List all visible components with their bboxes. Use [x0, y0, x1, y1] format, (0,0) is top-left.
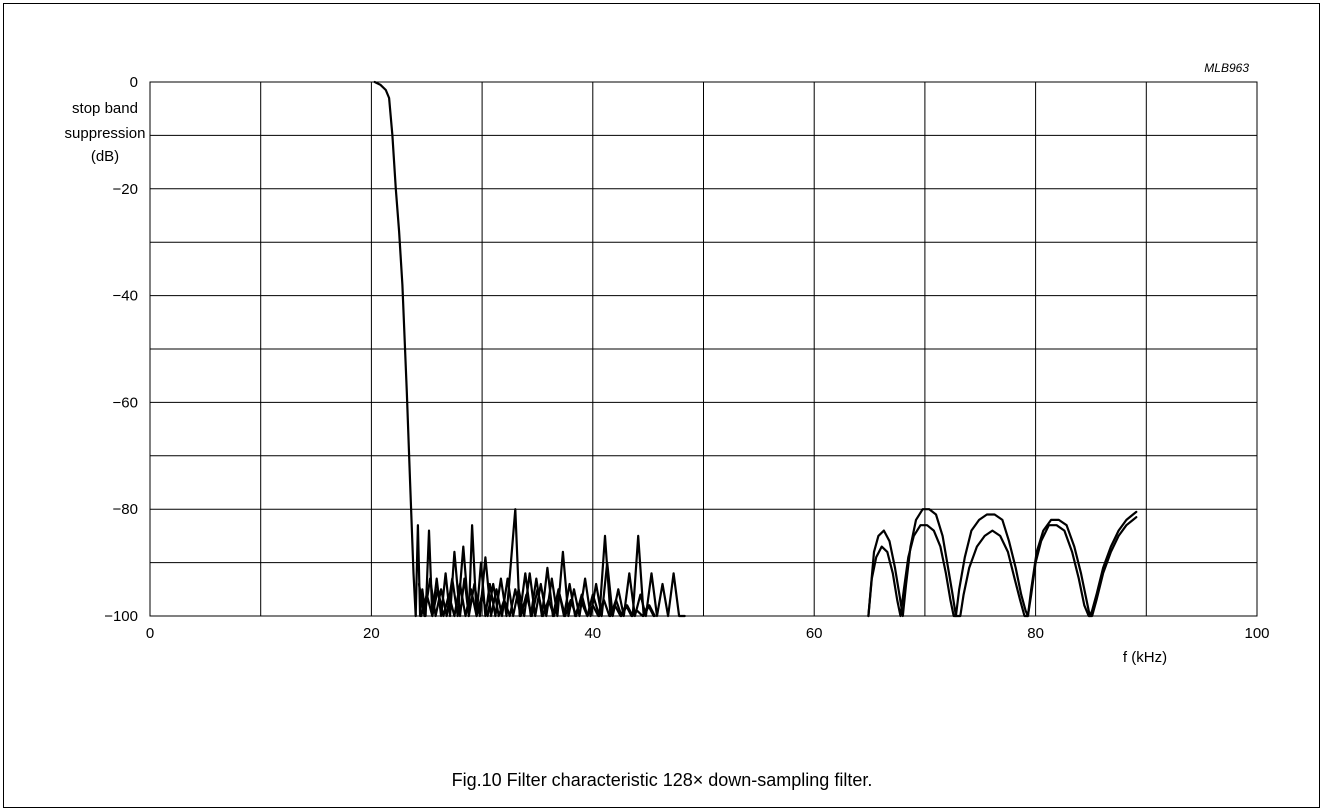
data-series: [373, 80, 1138, 618]
y-tick-label: −60: [113, 394, 138, 411]
figure-ref-code: MLB963: [1204, 61, 1249, 75]
y-axis-label-line-2: suppression: [65, 125, 146, 142]
x-tick-label: 0: [146, 625, 154, 642]
y-axis-label-line-3: (dB): [91, 148, 119, 165]
y-tick-label: −20: [113, 181, 138, 198]
x-tick-labels: 0 20 40 60 80 100: [146, 625, 1270, 642]
figure-frame: [3, 3, 1320, 808]
y-tick-label: −80: [113, 501, 138, 518]
chart-grid: [150, 82, 1257, 616]
y-tick-label: −100: [104, 608, 138, 625]
y-tick-labels: 0 −20 −40 −60 −80 −100: [104, 74, 138, 625]
figure-caption: Fig.10 Filter characteristic 128× down-s…: [451, 770, 873, 790]
series-line-1: [373, 80, 417, 618]
plot-area-border: [149, 81, 1258, 617]
y-tick-label: −40: [113, 288, 138, 305]
x-tick-label: 60: [806, 625, 823, 642]
x-tick-label: 80: [1027, 625, 1044, 642]
series-line-3: [417, 545, 686, 618]
x-tick-label: 100: [1244, 625, 1269, 642]
series-line-6: [867, 516, 1138, 618]
x-axis-label: f (kHz): [1123, 649, 1167, 666]
y-axis-label-line-1: stop band: [72, 100, 138, 117]
x-tick-label: 40: [584, 625, 601, 642]
y-tick-label: 0: [130, 74, 138, 91]
x-tick-label: 20: [363, 625, 380, 642]
series-line-4: [420, 582, 655, 618]
